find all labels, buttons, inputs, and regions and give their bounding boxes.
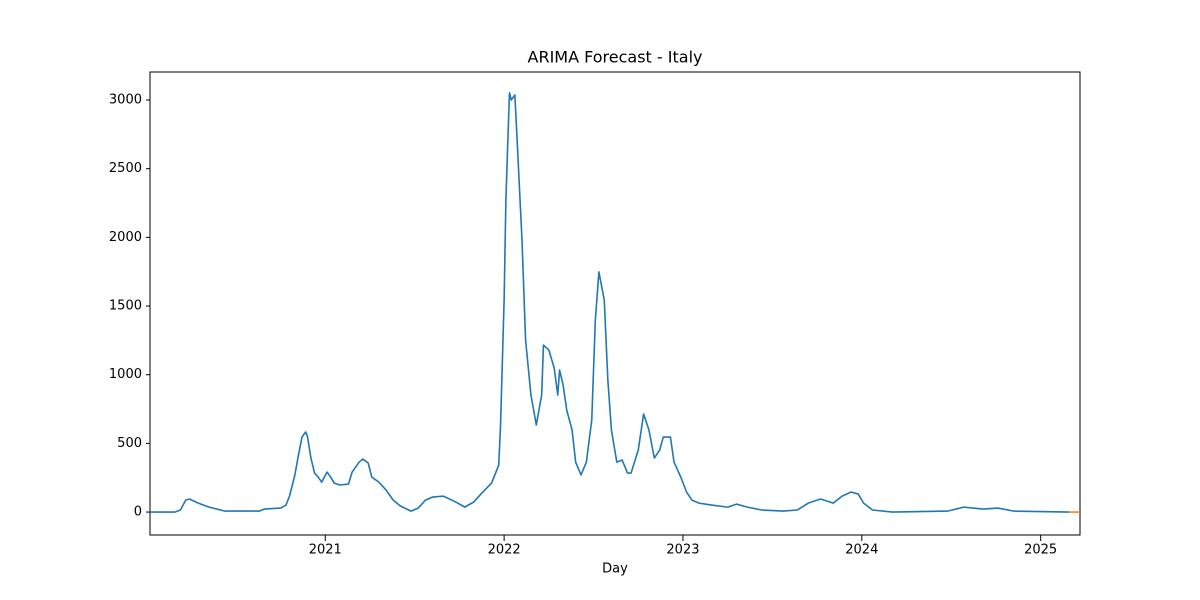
x-tick-label: 2021 (309, 543, 342, 558)
y-tick-label: 2000 (109, 230, 142, 245)
y-tick-label: 0 (134, 505, 142, 520)
x-tick-label: 2024 (845, 543, 878, 558)
x-axis-label: Day (602, 562, 628, 577)
x-tick-label: 2025 (1024, 543, 1057, 558)
x-tick-label: 2022 (488, 543, 521, 558)
data-line (150, 92, 1070, 513)
y-tick-label: 2500 (109, 161, 142, 176)
chart-title: ARIMA Forecast - Italy (528, 48, 703, 67)
y-tick-label: 1500 (109, 299, 142, 314)
plot-frame (149, 71, 1081, 536)
y-tick-label: 3000 (109, 93, 142, 108)
y-tick-label: 1000 (109, 367, 142, 382)
x-tick-label: 2023 (666, 543, 699, 558)
y-tick-label: 500 (117, 436, 142, 451)
